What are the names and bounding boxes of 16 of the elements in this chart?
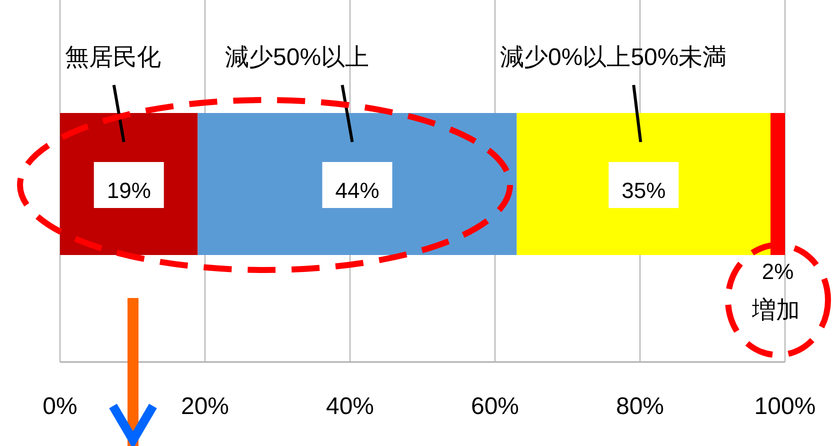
x-tick-label: 40%: [326, 393, 374, 420]
data-label: 2%: [762, 259, 794, 284]
bar: [770, 113, 785, 255]
data-label: 44%: [335, 178, 380, 203]
series-label: 増加: [751, 297, 800, 324]
series-label: 減少50%以上: [225, 44, 370, 71]
data-label: 35%: [622, 178, 666, 203]
x-tick-label: 100%: [754, 393, 816, 420]
series-label: 無居民化: [65, 44, 161, 71]
x-tick-label: 0%: [42, 393, 78, 420]
x-tick-label: 20%: [180, 393, 230, 420]
series-label: 減少0%以上50%未満: [500, 44, 727, 71]
data-label: 19%: [106, 178, 151, 203]
x-tick-label: 80%: [616, 393, 664, 420]
x-tick-label: 60%: [470, 393, 520, 420]
bar: [516, 113, 770, 255]
